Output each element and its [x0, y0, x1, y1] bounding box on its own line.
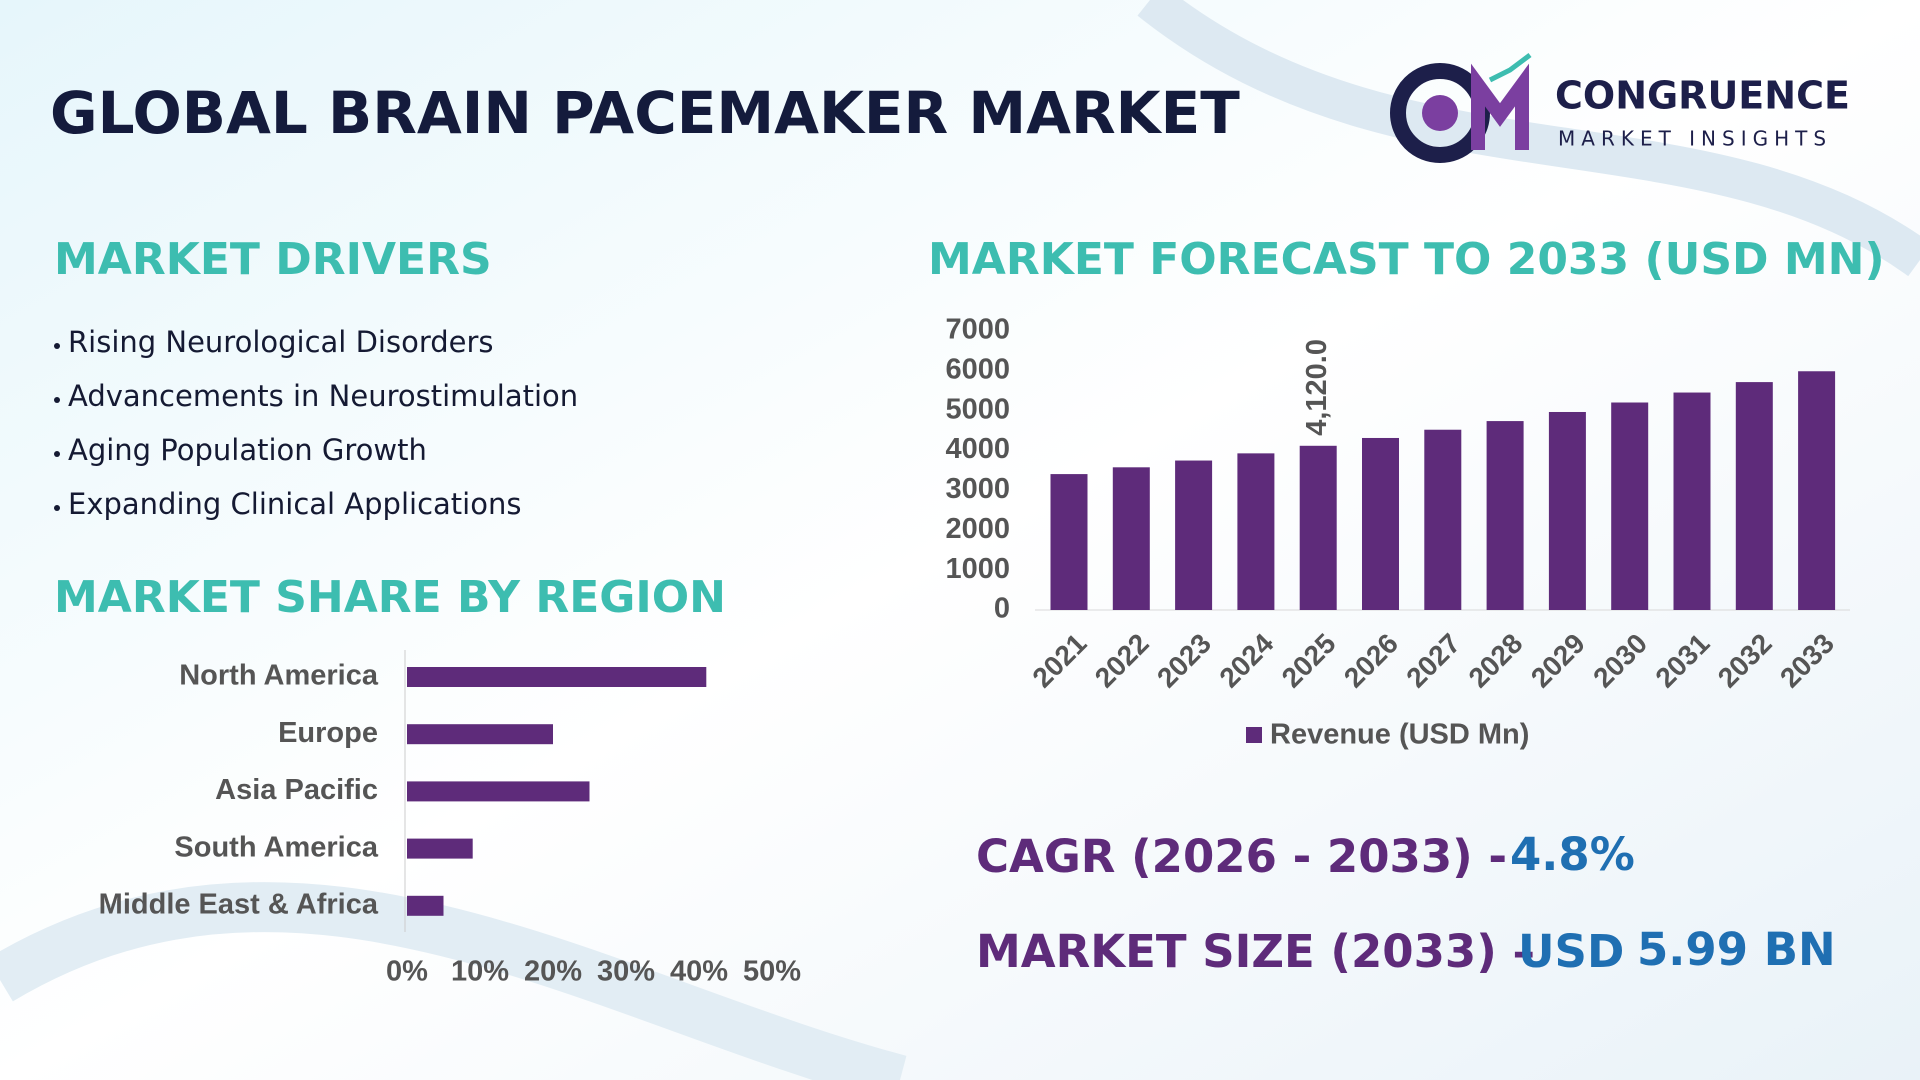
logo-globe	[1422, 95, 1458, 131]
bar	[407, 838, 473, 859]
category-label: Europe	[278, 717, 378, 749]
legend-label: Revenue (USD Mn)	[1270, 719, 1529, 751]
logo-m	[1471, 63, 1529, 150]
bar	[1299, 445, 1337, 610]
y-tick-label: 6000	[945, 354, 1010, 386]
driver-item: Expanding Clinical Applications	[68, 487, 521, 521]
legend-swatch	[1246, 727, 1262, 743]
x-tick-label: 50%	[743, 956, 801, 988]
y-tick-label: 0	[994, 593, 1010, 625]
section-heading: MARKET FORECAST TO 2033 (USD MN)	[928, 234, 1885, 285]
bullet-dot	[54, 397, 60, 403]
cagr-value: 4.8%	[1510, 828, 1635, 881]
y-tick-label: 5000	[945, 393, 1010, 425]
bar	[1798, 371, 1836, 610]
x-tick-label: 0%	[386, 956, 428, 988]
bullet-dot	[54, 451, 60, 457]
y-tick-label: 4000	[945, 433, 1010, 465]
driver-item: Aging Population Growth	[68, 433, 427, 467]
bar	[1611, 402, 1649, 610]
page-title: GLOBAL BRAIN PACEMAKER MARKET	[50, 79, 1240, 147]
bar	[1548, 411, 1586, 610]
driver-item: Rising Neurological Disorders	[68, 325, 494, 359]
y-tick-label: 1000	[945, 553, 1010, 585]
category-label: Middle East & Africa	[99, 888, 379, 920]
x-tick-label: 30%	[597, 956, 655, 988]
decor-wave	[1137, 0, 1920, 277]
x-tick-label: 20%	[524, 956, 582, 988]
bar	[1175, 460, 1213, 610]
category-label: South America	[174, 831, 378, 863]
bullet-dot	[54, 505, 60, 511]
section-heading: MARKET DRIVERS	[54, 234, 492, 285]
bar	[1237, 453, 1275, 610]
section-heading: MARKET SHARE BY REGION	[54, 572, 726, 623]
bar	[1362, 437, 1399, 610]
y-tick-label: 3000	[945, 473, 1010, 505]
size-value: 5.99 BN	[1637, 923, 1836, 976]
bar	[407, 667, 707, 687]
y-tick-label: 2000	[945, 513, 1010, 545]
bar	[1424, 429, 1462, 610]
bar	[407, 781, 590, 802]
bar	[1735, 382, 1773, 610]
logo-tagline: MARKET INSIGHTS	[1558, 127, 1832, 151]
logo-arrow	[1488, 53, 1532, 83]
bar	[407, 724, 553, 745]
bar	[1112, 467, 1150, 610]
decor-wave	[0, 882, 907, 1080]
driver-item: Advancements in Neurostimulation	[68, 379, 578, 413]
y-tick-label: 7000	[945, 314, 1010, 346]
category-label: Asia Pacific	[215, 774, 378, 806]
cagr-label: CAGR (2026 - 2033) -	[976, 830, 1507, 883]
driver-list: Rising Neurological Disorders Advancement…	[54, 325, 578, 521]
logo-name: CONGRUENCE	[1555, 74, 1850, 118]
x-tick-label: 10%	[451, 956, 509, 988]
size-unit: USD	[1518, 925, 1624, 978]
x-tick-label: 40%	[670, 956, 728, 988]
bar	[1050, 474, 1088, 610]
size-label: MARKET SIZE (2033) –	[976, 925, 1535, 978]
bar	[1486, 421, 1524, 610]
bar	[407, 895, 444, 916]
bar	[1673, 392, 1711, 610]
bullet-dot	[54, 343, 60, 349]
data-label: 4,120.0	[1301, 339, 1333, 436]
category-label: North America	[179, 660, 379, 692]
